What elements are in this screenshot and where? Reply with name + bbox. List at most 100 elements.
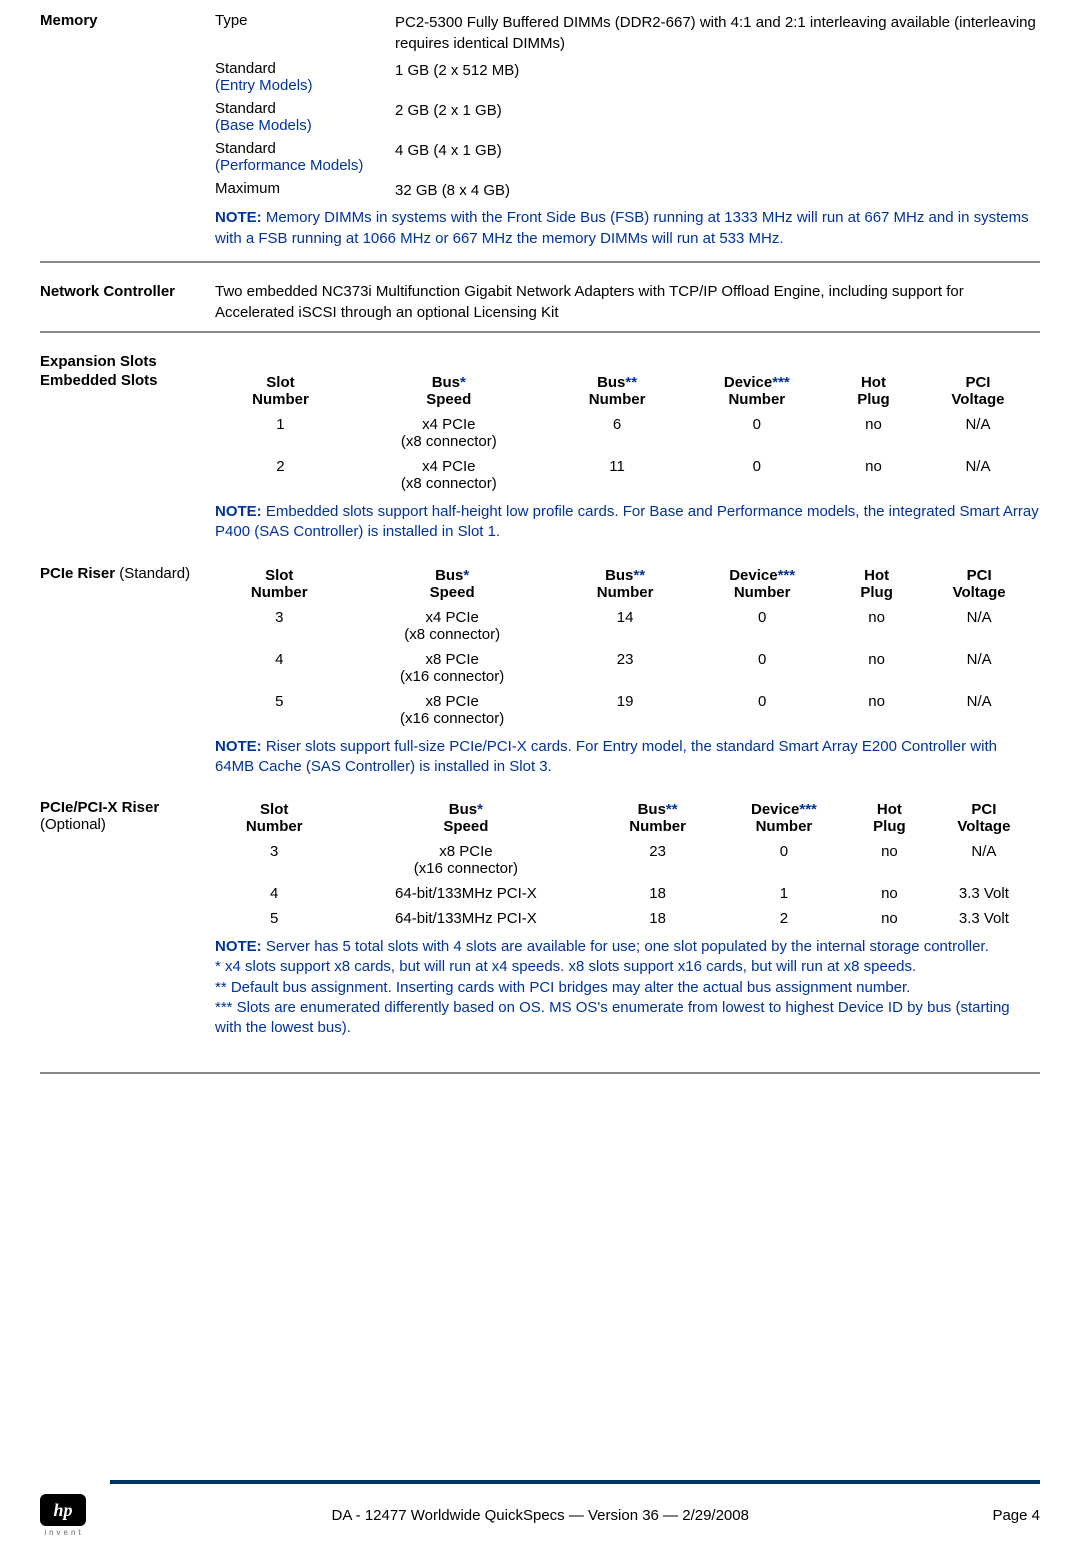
memory-row-value: 1 GB (2 x 512 MB) [395,60,1040,81]
memory-row: Standard(Performance Models)4 GB (4 x 1 … [215,138,1040,178]
slot-col-header: Bus*Speed [343,563,560,605]
slot-cell: 0 [683,412,832,454]
slot-col-header: Device***Number [683,370,832,412]
slot-cell: no [835,605,918,647]
slot-cell: no [835,689,918,731]
slot-cell: 0 [717,839,851,881]
slot-cell: 23 [598,839,716,881]
memory-row-label: Maximum [215,180,395,197]
slot-col-header: Device***Number [689,563,835,605]
slot-cell: 6 [552,412,683,454]
slot-col-header: HotPlug [831,370,916,412]
slot-note: NOTE: Riser slots support full-size PCIe… [215,737,1040,778]
slot-cell: 4 [215,881,333,906]
slot-col-header: Device***Number [717,797,851,839]
slot-col-header: PCIVoltage [928,797,1040,839]
slot-row: 5x8 PCIe(x16 connector)190noN/A [215,689,1040,731]
memory-section: Memory TypePC2-5300 Fully Buffered DIMMs… [40,10,1040,253]
slot-cell: 19 [561,689,689,731]
slot-cell: 3.3 Volt [928,906,1040,931]
memory-heading: Memory [40,10,215,29]
slot-col-header: Bus**Number [561,563,689,605]
slot-row: 1x4 PCIe(x8 connector)60noN/A [215,412,1040,454]
slot-cell: no [851,881,928,906]
slot-cell: N/A [918,647,1040,689]
memory-row: Standard(Entry Models)1 GB (2 x 512 MB) [215,58,1040,98]
footer-container: hp invent DA - 12477 Worldwide QuickSpec… [0,1480,1080,1555]
expansion-heading: Expansion Slots [40,351,215,370]
memory-row: TypePC2-5300 Fully Buffered DIMMs (DDR2-… [215,10,1040,58]
slot-cell: x8 PCIe(x16 connector) [333,839,598,881]
slot-cell: x4 PCIe(x8 connector) [346,454,552,496]
slot-note: NOTE: Server has 5 total slots with 4 sl… [215,937,1040,1038]
slot-col-header: Bus*Speed [346,370,552,412]
slot-cell: 3 [215,839,333,881]
slot-col-header: HotPlug [851,797,928,839]
slot-cell: 3.3 Volt [928,881,1040,906]
slot-cell: 64-bit/133MHz PCI-X [333,881,598,906]
slot-cell: 23 [561,647,689,689]
slot-cell: x4 PCIe(x8 connector) [346,412,552,454]
memory-row-label: Type [215,12,395,29]
memory-row-label: Standard(Performance Models) [215,140,395,174]
slot-group: PCIe Riser (Standard)SlotNumberBus*Speed… [40,563,1040,798]
network-section: Network Controller Two embedded NC373i M… [40,281,1040,323]
divider [40,261,1040,263]
footer-center-text: DA - 12477 Worldwide QuickSpecs — Versio… [88,1507,992,1524]
slot-cell: x8 PCIe(x16 connector) [343,647,560,689]
divider [40,1072,1040,1074]
slot-group-label: Embedded Slots [40,370,215,389]
slot-group-label: PCIe Riser (Standard) [40,563,215,582]
slot-col-header: SlotNumber [215,370,346,412]
memory-content: TypePC2-5300 Fully Buffered DIMMs (DDR2-… [215,10,1040,253]
footer: hp invent DA - 12477 Worldwide QuickSpec… [0,1484,1080,1555]
slot-cell: 4 [215,647,343,689]
memory-row: Maximum32 GB (8 x 4 GB) [215,178,1040,205]
memory-note-text: Memory DIMMs in systems with the Front S… [215,209,1029,247]
slot-cell: 2 [215,454,346,496]
slot-cell: 64-bit/133MHz PCI-X [333,906,598,931]
slot-table: SlotNumberBus*SpeedBus**NumberDevice***N… [215,797,1040,931]
slot-row: 3x4 PCIe(x8 connector)140noN/A [215,605,1040,647]
network-text: Two embedded NC373i Multifunction Gigabi… [215,281,1040,323]
slot-col-header: HotPlug [835,563,918,605]
slot-col-header: Bus*Speed [333,797,598,839]
hp-logo: hp invent [40,1494,88,1537]
hp-logo-box: hp [40,1494,86,1526]
slot-cell: 3 [215,605,343,647]
slot-group-content: SlotNumberBus*SpeedBus**NumberDevice***N… [215,563,1040,798]
slot-cell: N/A [918,689,1040,731]
slot-row: 2x4 PCIe(x8 connector)110noN/A [215,454,1040,496]
note-label: NOTE: [215,209,262,226]
slot-cell: 0 [689,605,835,647]
memory-row-label: Standard(Entry Models) [215,60,395,94]
slot-cell: 1 [215,412,346,454]
slot-cell: x8 PCIe(x16 connector) [343,689,560,731]
slot-col-header: Bus**Number [598,797,716,839]
slot-group-content: SlotNumberBus*SpeedBus**NumberDevice***N… [215,370,1040,563]
memory-row-value: 32 GB (8 x 4 GB) [395,180,1040,201]
slot-cell: 0 [683,454,832,496]
slot-cell: no [851,906,928,931]
slot-cell: x4 PCIe(x8 connector) [343,605,560,647]
slot-col-header: SlotNumber [215,797,333,839]
slot-row: 4x8 PCIe(x16 connector)230noN/A [215,647,1040,689]
expansion-heading-row: Expansion Slots [40,351,1040,370]
memory-row-value: PC2-5300 Fully Buffered DIMMs (DDR2-667)… [395,12,1040,54]
memory-note-row: NOTE: Memory DIMMs in systems with the F… [215,205,1040,253]
slot-row: 464-bit/133MHz PCI-X181no3.3 Volt [215,881,1040,906]
slot-cell: 11 [552,454,683,496]
slot-note: NOTE: Embedded slots support half-height… [215,502,1040,543]
network-heading: Network Controller [40,281,215,300]
slot-group-content: SlotNumberBus*SpeedBus**NumberDevice***N… [215,797,1040,1058]
slot-cell: N/A [916,454,1040,496]
slot-cell: 14 [561,605,689,647]
slot-cell: 5 [215,906,333,931]
hp-invent-text: invent [40,1528,88,1537]
slot-row: 564-bit/133MHz PCI-X182no3.3 Volt [215,906,1040,931]
slot-cell: 5 [215,689,343,731]
slot-cell: N/A [918,605,1040,647]
divider [40,331,1040,333]
slot-cell: no [831,412,916,454]
memory-row: Standard(Base Models)2 GB (2 x 1 GB) [215,98,1040,138]
